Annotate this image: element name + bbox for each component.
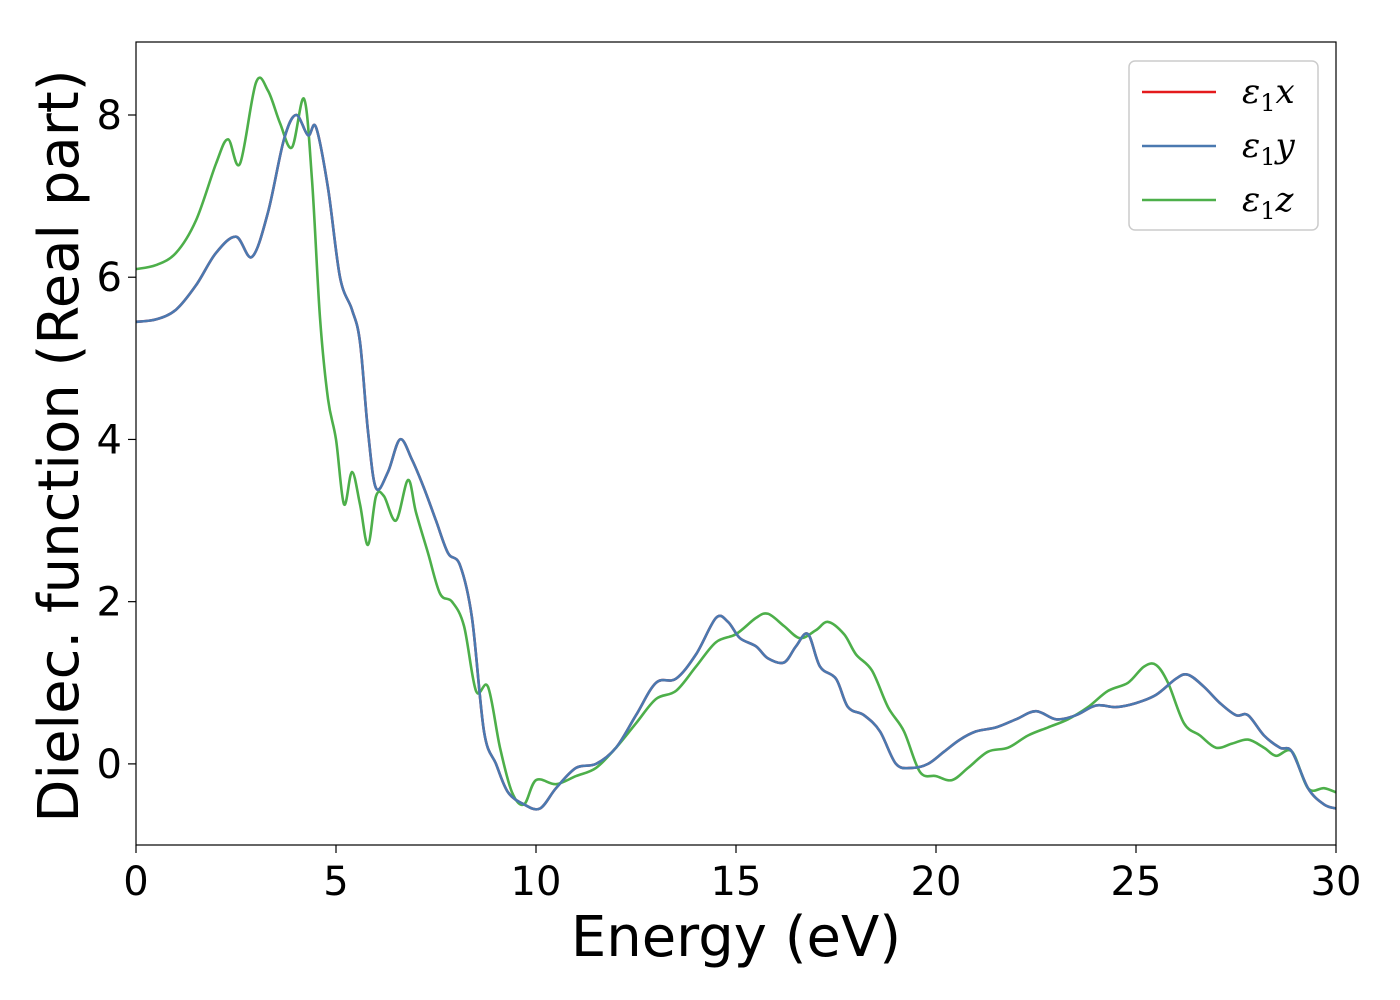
- y-axis: 0 2 4 6 8: [97, 93, 136, 788]
- y-tick-label: 4: [97, 417, 122, 463]
- x-tick-label: 25: [1111, 859, 1162, 905]
- legend-box: [1128, 60, 1319, 231]
- x-tick-label: 10: [511, 859, 562, 905]
- y-tick-label: 0: [97, 742, 122, 788]
- y-tick-label: 8: [97, 93, 122, 139]
- x-tick-label: 30: [1311, 859, 1362, 905]
- y-tick-label: 6: [97, 255, 122, 301]
- plot-lines: [136, 76, 1336, 811]
- legend: ε1x ε1y ε1z: [1128, 60, 1319, 231]
- x-tick-label: 20: [911, 859, 962, 905]
- y-axis-title: Dielec. function (Real part): [27, 69, 92, 822]
- series-line-1: [136, 113, 1336, 811]
- x-axis: 0 5 10 15 20 25 30: [123, 845, 1361, 905]
- legend-label-2: ε1z: [1242, 180, 1295, 225]
- legend-label-0: ε1x: [1242, 72, 1295, 117]
- x-tick-label: 0: [123, 859, 148, 905]
- y-tick-label: 2: [97, 580, 122, 626]
- x-tick-label: 5: [323, 859, 348, 905]
- x-axis-title: Energy (eV): [571, 905, 901, 970]
- x-tick-label: 15: [711, 859, 762, 905]
- series-line-2: [136, 76, 1336, 807]
- legend-label-1: ε1y: [1242, 126, 1296, 171]
